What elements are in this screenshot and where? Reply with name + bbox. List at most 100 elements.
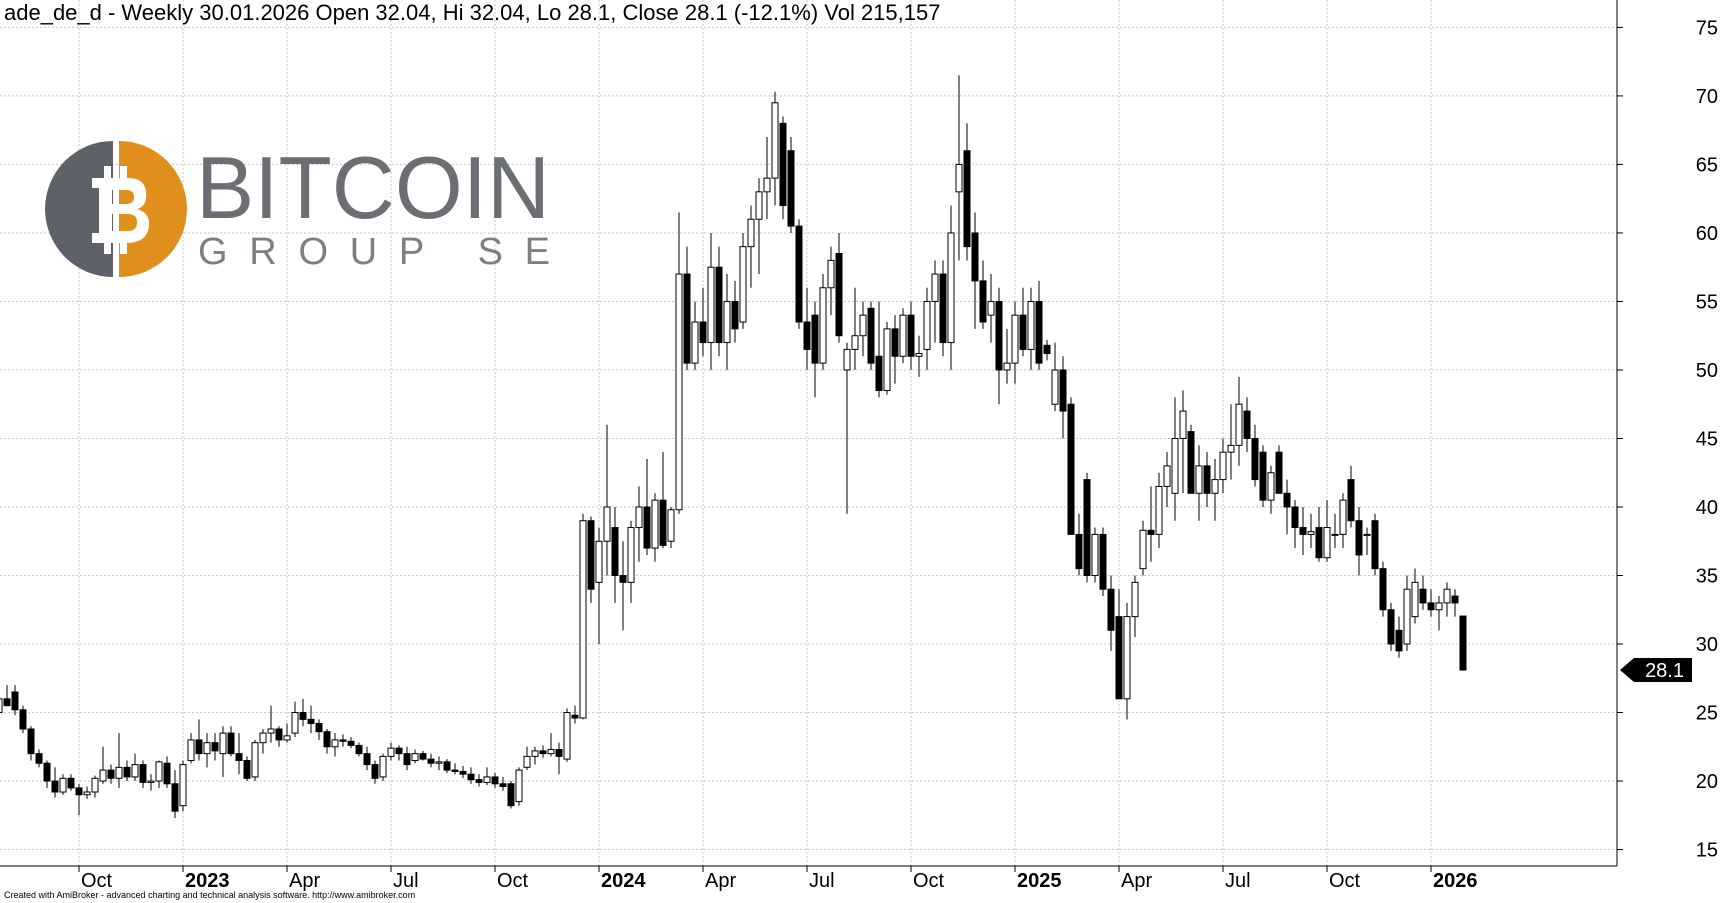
candles xyxy=(0,75,1467,819)
candle-body xyxy=(451,769,459,772)
candle-body xyxy=(779,122,787,207)
candle-body xyxy=(371,764,379,779)
candle-body xyxy=(459,770,467,775)
x-tick-label: 2023 xyxy=(185,870,230,892)
footer: Created with AmiBroker - advanced charti… xyxy=(4,890,415,900)
candle-body xyxy=(595,540,603,583)
candle-body xyxy=(1051,369,1059,405)
candle-body xyxy=(403,753,411,766)
candle-body xyxy=(483,776,491,783)
candle-body xyxy=(795,225,803,323)
candle-body xyxy=(1395,629,1403,652)
candle-body xyxy=(659,499,667,546)
candle-body xyxy=(1451,595,1459,604)
candle-body xyxy=(1459,615,1467,671)
y-tick-label: 40 xyxy=(1696,497,1718,519)
candle-body xyxy=(307,718,315,724)
candle-body xyxy=(1123,616,1131,700)
candle-body xyxy=(843,348,851,371)
x-tick-label: Oct xyxy=(1329,870,1361,892)
candle-body xyxy=(171,783,179,812)
y-tick-label: 70 xyxy=(1696,86,1718,108)
candle-body xyxy=(291,712,299,734)
candle-body xyxy=(987,300,995,316)
candle-body xyxy=(635,506,643,529)
candle-body xyxy=(339,739,347,742)
x-tick-label: Oct xyxy=(81,870,113,892)
candle-body xyxy=(627,527,635,583)
candle-body xyxy=(27,728,35,755)
candle-body xyxy=(851,335,859,350)
logo-name: BITCOIN xyxy=(196,138,550,237)
candle-body xyxy=(83,791,91,796)
candle-body xyxy=(1259,451,1267,501)
candle-body xyxy=(1003,362,1011,371)
candle-body xyxy=(1299,527,1307,535)
candle-body xyxy=(115,766,123,779)
candle-body xyxy=(1251,437,1259,481)
candle-body xyxy=(1203,465,1211,494)
candle-body xyxy=(435,761,443,764)
candle-body xyxy=(1059,369,1067,412)
candle-body xyxy=(243,759,251,779)
candle-body xyxy=(1035,300,1043,364)
candle-body xyxy=(603,506,611,542)
candle-body xyxy=(219,732,227,755)
candle-body xyxy=(163,762,171,785)
candle-body xyxy=(675,273,683,511)
candle-body xyxy=(75,787,83,796)
candle-body xyxy=(971,232,979,282)
candle-body xyxy=(995,300,1003,371)
candle-body xyxy=(731,300,739,330)
candle-body xyxy=(235,753,243,761)
candle-body xyxy=(1267,472,1275,501)
candle-body xyxy=(1019,314,1027,350)
candle-body xyxy=(123,766,131,778)
candle-body xyxy=(147,780,155,783)
candle-body xyxy=(1443,588,1451,604)
logo-right xyxy=(119,141,187,277)
y-tick-label: 60 xyxy=(1696,223,1718,245)
candle-body xyxy=(1043,344,1051,355)
candle-body xyxy=(467,773,475,781)
candle-body xyxy=(139,764,147,783)
candle-body xyxy=(1347,479,1355,522)
candle-body xyxy=(299,712,307,720)
candle-body xyxy=(187,739,195,761)
y-tick-label: 55 xyxy=(1696,291,1718,313)
candle-body xyxy=(1435,602,1443,611)
x-tick-label: Jul xyxy=(809,870,835,892)
candle-body xyxy=(1363,533,1371,536)
candle-body xyxy=(819,287,827,364)
candle-body xyxy=(355,744,363,755)
candle-body xyxy=(1379,568,1387,611)
candle-body xyxy=(1115,616,1123,700)
x-tick-label: Jul xyxy=(393,870,419,892)
candle-body xyxy=(35,753,43,764)
candle-body xyxy=(1283,492,1291,508)
candle-body xyxy=(99,769,107,782)
candle-body xyxy=(1067,403,1075,535)
candle-body xyxy=(707,266,715,344)
candle-body xyxy=(1219,451,1227,481)
candle-body xyxy=(499,783,507,788)
candle-body xyxy=(539,750,547,755)
candle-body xyxy=(1187,431,1195,494)
candle-body xyxy=(579,520,587,719)
last-price-label: 28.1 xyxy=(1645,660,1684,682)
candle-body xyxy=(1099,533,1107,590)
candle-body xyxy=(931,273,939,302)
candle-body xyxy=(811,314,819,364)
y-tick-label: 20 xyxy=(1696,771,1718,793)
candle-body xyxy=(259,732,267,744)
candle-body xyxy=(379,755,387,778)
candle-body xyxy=(867,307,875,364)
y-tick-label: 65 xyxy=(1696,154,1718,176)
candle-body xyxy=(1403,588,1411,645)
last-price-marker xyxy=(1620,658,1692,683)
candle-body xyxy=(619,575,627,583)
candle-body xyxy=(19,709,27,730)
x-tick-label: Apr xyxy=(289,870,320,892)
candle-body xyxy=(363,753,371,766)
candle-body xyxy=(611,527,619,577)
